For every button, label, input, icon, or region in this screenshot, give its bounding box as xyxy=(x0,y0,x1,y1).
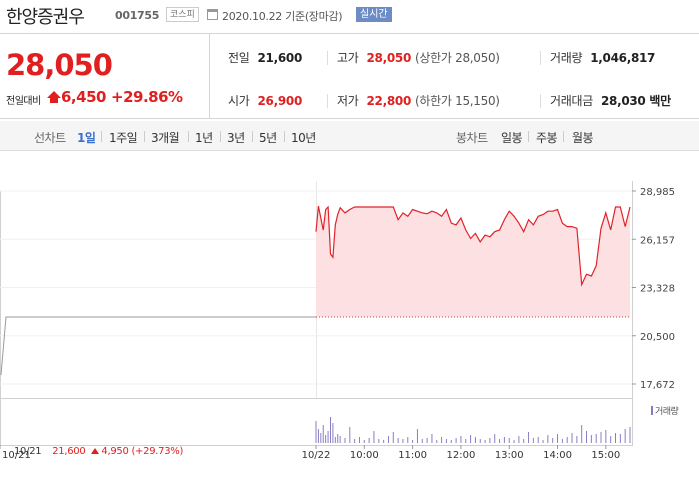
volume-value: 1,046,817 xyxy=(590,51,656,65)
tab-weekly-candle[interactable]: 주봉 xyxy=(536,131,558,145)
open-value: 26,900 xyxy=(257,94,302,108)
divider xyxy=(284,131,285,142)
price-area: 28,050 전일대비 6,450 +29.86% xyxy=(0,34,210,118)
prev-day-line xyxy=(0,316,316,376)
low-field: 저가 22,800 (하한가 15,150) xyxy=(337,92,500,109)
prev-day-change: 4,950 xyxy=(101,446,129,457)
low-label: 저가 xyxy=(337,94,359,108)
period-bar: 선차트 1일 1주일 3개월 1년 3년 5년 10년 봉차트 일봉 주봉 월봉 xyxy=(0,121,699,151)
stock-header: 한양증권우 001755 코스피 2020.10.22 기준(장마감) 실시간 xyxy=(0,0,699,32)
date-text: 2020.10.22 기준(장마감) xyxy=(222,10,343,23)
price-chart[interactable]: 28,985 26,157 23,328 20,500 17,672 10/21 10/2… xyxy=(0,151,699,482)
prev-day-info: 10/21 21,600 4,950 (+29.73%) xyxy=(14,446,183,457)
low-value: 22,800 xyxy=(366,94,411,108)
tab-1d[interactable]: 1일 xyxy=(77,131,96,145)
divider xyxy=(252,131,253,142)
tab-daily-candle[interactable]: 일봉 xyxy=(501,131,523,145)
prev-day-price: 21,600 xyxy=(52,446,86,457)
x-tick-label: 13:00 xyxy=(495,450,524,461)
change-value: 6,450 xyxy=(61,88,106,106)
realtime-button[interactable]: 실시간 xyxy=(356,7,392,22)
amount-field: 거래대금 28,030 백만 xyxy=(550,92,671,109)
up-arrow-icon xyxy=(47,91,61,103)
divider xyxy=(528,131,529,142)
y-tick-label: 17,672 xyxy=(640,380,675,391)
open-label: 시가 xyxy=(228,94,250,108)
divider xyxy=(327,94,328,108)
divider xyxy=(144,131,145,142)
tab-1y[interactable]: 1년 xyxy=(195,131,213,145)
x-tick-label: 15:00 xyxy=(591,450,620,461)
market-badge: 코스피 xyxy=(166,7,199,22)
amount-label: 거래대금 xyxy=(550,94,593,108)
divider xyxy=(540,51,541,65)
divider xyxy=(101,131,102,142)
volume-bars xyxy=(315,417,631,443)
prev-day-change-pct: (+29.73%) xyxy=(131,446,184,457)
x-tick-label: 12:00 xyxy=(447,450,476,461)
x-axis: 10/21 10/22 10:00 11:00 12:00 13:00 14:00 15:00 xyxy=(0,445,620,461)
lower-limit: (하한가 15,150) xyxy=(415,94,500,108)
prev-close-label: 전일 xyxy=(228,51,250,65)
quote-box: 28,050 전일대비 6,450 +29.86% 전일 21,600 고가 28,… xyxy=(0,33,699,119)
prev-day-date: 10/21 xyxy=(14,446,42,457)
tab-5y[interactable]: 5년 xyxy=(259,131,277,145)
current-price: 28,050 xyxy=(6,48,113,82)
open-field: 시가 26,900 xyxy=(228,92,302,109)
up-arrow-icon xyxy=(91,448,100,454)
change-label: 전일대비 xyxy=(6,96,41,107)
x-tick-label: 14:00 xyxy=(543,450,572,461)
candle-chart-label: 봉차트 xyxy=(456,131,488,145)
price-area-fill xyxy=(316,206,630,317)
tab-monthly-candle[interactable]: 월봉 xyxy=(572,131,594,145)
change-percent: +29.86% xyxy=(111,88,183,106)
x-tick-label: 10/21 xyxy=(2,450,31,461)
y-axis: 28,985 26,157 23,328 20,500 17,672 xyxy=(632,187,675,391)
high-field: 고가 28,050 (상한가 28,050) xyxy=(337,49,500,66)
price-line xyxy=(315,205,631,287)
y-tick-label: 20,500 xyxy=(640,332,675,343)
plot-area xyxy=(0,205,631,376)
volume-field: 거래량 1,046,817 xyxy=(550,49,655,66)
high-value: 28,050 xyxy=(366,51,411,65)
tab-10y[interactable]: 10년 xyxy=(291,131,316,145)
divider xyxy=(327,51,328,65)
prev-close-field: 전일 21,600 xyxy=(228,49,302,66)
stock-name: 한양증권우 xyxy=(6,7,85,28)
y-tick-label: 28,985 xyxy=(640,187,675,198)
prev-close-value: 21,600 xyxy=(257,51,302,65)
tab-3y[interactable]: 3년 xyxy=(227,131,245,145)
y-tick-label: 26,157 xyxy=(640,235,675,246)
divider xyxy=(563,131,564,142)
tab-1w[interactable]: 1주일 xyxy=(109,131,138,145)
upper-limit: (상한가 28,050) xyxy=(415,51,500,65)
divider xyxy=(220,131,221,142)
divider xyxy=(188,131,189,142)
x-tick-label: 11:00 xyxy=(398,450,427,461)
high-label: 고가 xyxy=(337,51,359,65)
x-tick-label: 10/22 xyxy=(302,450,331,461)
volume-legend: 거래량 xyxy=(651,404,679,417)
divider xyxy=(540,94,541,108)
volume-label: 거래량 xyxy=(550,51,583,65)
x-tick-label: 10:00 xyxy=(350,450,379,461)
y-tick-label: 23,328 xyxy=(640,284,675,295)
calendar-icon xyxy=(207,9,218,20)
line-chart-label: 선차트 xyxy=(34,131,66,145)
amount-value: 28,030 백만 xyxy=(600,94,671,108)
tab-3m[interactable]: 3개월 xyxy=(151,131,180,145)
stock-code: 001755 xyxy=(115,9,160,22)
